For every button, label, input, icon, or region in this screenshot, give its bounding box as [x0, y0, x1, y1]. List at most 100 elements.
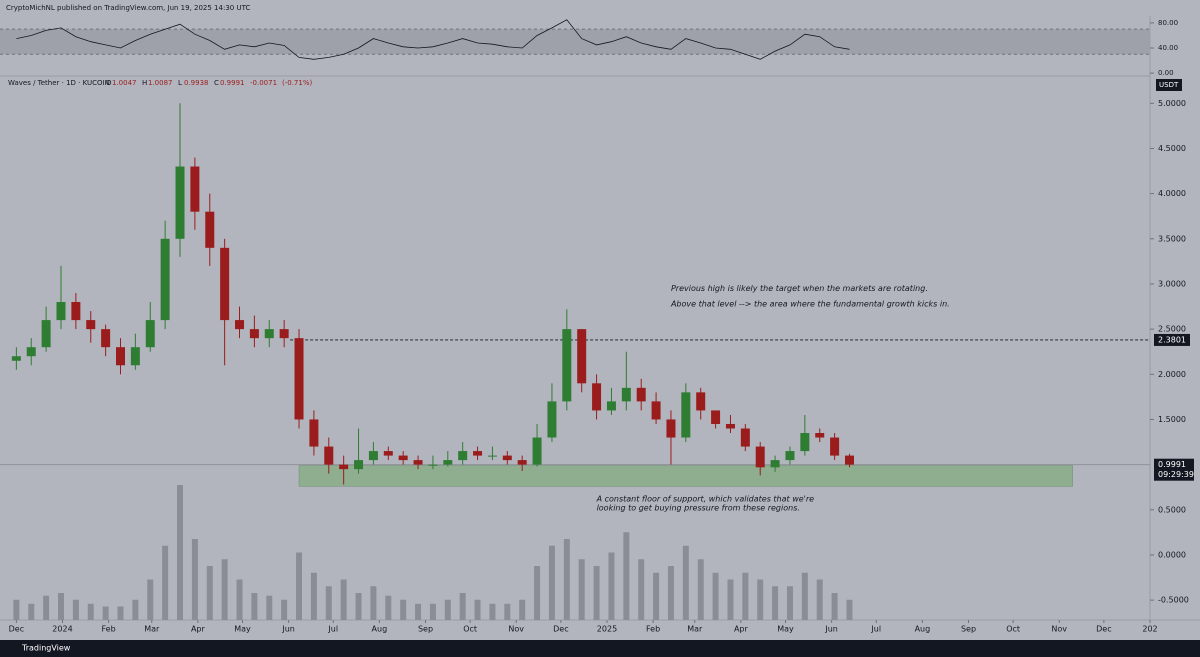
candle-body — [517, 460, 527, 465]
candle-body — [636, 387, 646, 402]
volume-bar — [786, 586, 793, 620]
candle-body — [725, 423, 735, 429]
x-tick-label: Feb — [646, 625, 660, 634]
volume-bar — [534, 566, 541, 620]
volume-bar — [191, 539, 198, 620]
y-tick-label: 4.0000 — [1158, 189, 1186, 198]
candle-body — [740, 428, 750, 447]
volume-bar — [846, 599, 853, 620]
x-tick-label: Feb — [102, 625, 116, 634]
volume-bar — [57, 593, 64, 620]
candle-body — [621, 387, 631, 402]
support-zone — [298, 465, 1073, 487]
price-label: 0.9991 — [1158, 460, 1186, 469]
x-tick-label: Nov — [1051, 625, 1067, 634]
candle-body — [681, 392, 691, 438]
legend-text: (-0.71%) — [282, 79, 312, 87]
volume-bar — [563, 539, 570, 620]
x-tick-label: Aug — [915, 625, 931, 634]
candle-body — [577, 329, 587, 384]
candle-body — [532, 437, 542, 465]
candle-body — [800, 433, 810, 452]
candle-body — [145, 320, 155, 348]
candle-body — [71, 302, 81, 321]
volume-bar — [727, 579, 734, 620]
legend-text: 1.0087 — [148, 79, 173, 87]
volume-bar — [296, 552, 303, 620]
volume-bar — [742, 572, 749, 620]
x-tick-label: Nov — [508, 625, 524, 634]
volume-bar — [697, 559, 704, 620]
candle-body — [354, 460, 364, 470]
volume-bar — [415, 603, 422, 620]
volume-bar — [444, 599, 451, 620]
volume-bar — [385, 595, 392, 620]
volume-bar — [355, 593, 362, 620]
x-tick-label: Sep — [961, 625, 976, 634]
volume-bar — [251, 593, 258, 620]
candle-body — [220, 247, 230, 321]
candle-body — [116, 347, 126, 366]
legend-text: H — [142, 79, 147, 87]
candle-body — [547, 401, 557, 438]
countdown: 09:29:39 — [1158, 470, 1194, 479]
volume-bar — [147, 579, 154, 620]
x-tick-label: Jul — [870, 625, 881, 634]
volume-bar — [548, 545, 555, 620]
footer-bar — [0, 640, 1200, 657]
candle-body — [755, 446, 765, 468]
y-tick-label: 3.0000 — [1158, 279, 1186, 288]
x-tick-label: Apr — [191, 625, 206, 634]
candle-body — [443, 460, 453, 465]
rsi-tick-label: 0.00 — [1158, 69, 1174, 77]
candle-body — [428, 464, 438, 466]
candle-body — [175, 166, 185, 239]
candle-body — [562, 329, 572, 402]
volume-bar — [429, 603, 436, 620]
candle-body — [785, 451, 795, 461]
volume-bar — [206, 566, 213, 620]
volume-bar — [325, 586, 332, 620]
volume-bar — [608, 552, 615, 620]
candle-body — [235, 320, 245, 330]
annotation: looking to get buying pressure from thes… — [597, 503, 800, 512]
volume-bar — [72, 599, 79, 620]
candle-body — [309, 419, 319, 447]
candle-body — [502, 455, 512, 461]
candle-body — [398, 455, 408, 461]
legend-text: C — [214, 79, 219, 87]
volume-bar — [712, 572, 719, 620]
candle-body — [130, 347, 140, 366]
y-tick-label: 0.0000 — [1158, 550, 1186, 559]
x-tick-label: Oct — [1006, 625, 1020, 634]
candle-body — [473, 451, 483, 456]
x-tick-label: 2025 — [597, 625, 617, 634]
candle-body — [487, 455, 497, 457]
y-tick-label: 5.0000 — [1158, 99, 1186, 108]
rsi-band — [0, 29, 1150, 55]
x-tick-label: Jul — [327, 625, 338, 634]
volume-bar — [831, 593, 838, 620]
legend-text: 0.9938 — [184, 79, 209, 87]
x-tick-label: Mar — [687, 625, 703, 634]
volume-bar — [132, 599, 139, 620]
currency-box — [1156, 79, 1182, 91]
candle-body — [56, 302, 66, 321]
volume-bar — [340, 579, 347, 620]
volume-bar — [623, 532, 630, 620]
y-tick-label: 2.5000 — [1158, 325, 1186, 334]
candle-body — [651, 401, 661, 420]
y-tick-label: 0.5000 — [1158, 505, 1186, 514]
brand: TradingView — [21, 644, 71, 653]
volume-bar — [310, 572, 317, 620]
candle-body — [711, 410, 721, 424]
candle-body — [815, 433, 825, 438]
candle-body — [339, 464, 349, 470]
volume-bar — [801, 572, 808, 620]
volume-bar — [504, 603, 511, 620]
volume-bar — [117, 606, 124, 620]
candle-body — [368, 451, 378, 461]
y-tick-label: 4.5000 — [1158, 144, 1186, 153]
legend-text: -0.0071 — [250, 79, 277, 87]
